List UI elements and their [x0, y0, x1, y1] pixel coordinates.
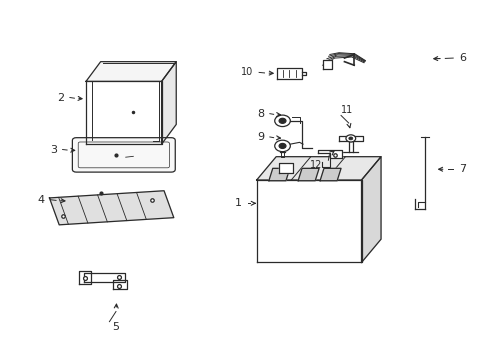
Polygon shape [161, 62, 176, 144]
Circle shape [348, 137, 352, 140]
Polygon shape [256, 180, 361, 262]
Polygon shape [113, 280, 127, 289]
Polygon shape [320, 168, 340, 181]
Polygon shape [83, 273, 125, 282]
Polygon shape [49, 191, 173, 225]
Polygon shape [79, 271, 91, 284]
Text: 7: 7 [458, 164, 465, 174]
Polygon shape [277, 68, 301, 79]
Text: 4: 4 [38, 195, 44, 205]
Circle shape [274, 140, 290, 152]
FancyBboxPatch shape [72, 138, 175, 172]
Circle shape [279, 118, 285, 123]
Text: 3: 3 [50, 144, 57, 154]
Circle shape [274, 115, 290, 127]
Text: 11: 11 [340, 105, 352, 116]
Polygon shape [278, 162, 293, 173]
Polygon shape [317, 150, 341, 158]
Text: 10: 10 [241, 67, 253, 77]
Text: 2: 2 [57, 93, 64, 103]
Text: 9: 9 [256, 132, 264, 142]
Text: 8: 8 [256, 109, 264, 119]
Polygon shape [256, 157, 380, 180]
Polygon shape [268, 168, 289, 181]
Text: 12: 12 [309, 160, 322, 170]
Circle shape [345, 135, 355, 142]
Polygon shape [338, 136, 362, 140]
Polygon shape [86, 81, 161, 144]
Polygon shape [322, 60, 331, 69]
Text: 6: 6 [458, 53, 465, 63]
Circle shape [279, 143, 285, 148]
Text: 1: 1 [235, 198, 242, 208]
Polygon shape [86, 62, 176, 81]
Polygon shape [361, 157, 380, 262]
Polygon shape [298, 168, 319, 181]
Text: 5: 5 [112, 321, 119, 332]
